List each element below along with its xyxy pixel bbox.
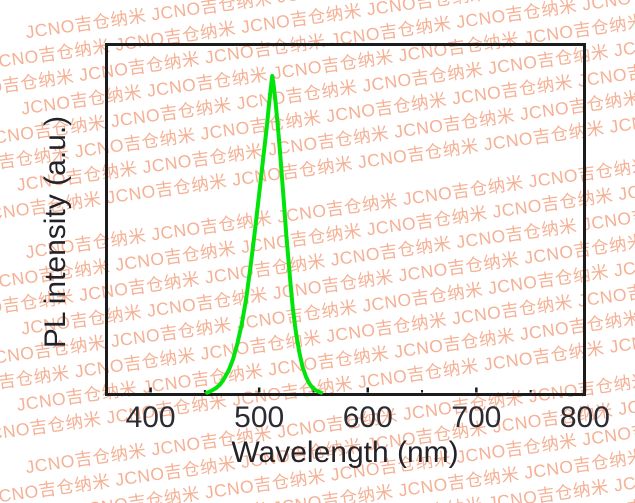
- x-tick-label-700: 700: [451, 401, 502, 434]
- x-axis-title: Wavelength (nm): [231, 436, 459, 469]
- x-tick-label-800: 800: [559, 401, 610, 434]
- x-tick-label-600: 600: [342, 401, 393, 434]
- x-tick-label-400: 400: [125, 401, 176, 434]
- x-tick-label-500: 500: [234, 401, 285, 434]
- pl-spectrum-curve: [205, 74, 324, 395]
- plot-frame: [105, 43, 586, 396]
- y-axis-title: PL intensity (a.u.): [39, 115, 72, 349]
- x-axis-ticks: [149, 387, 587, 393]
